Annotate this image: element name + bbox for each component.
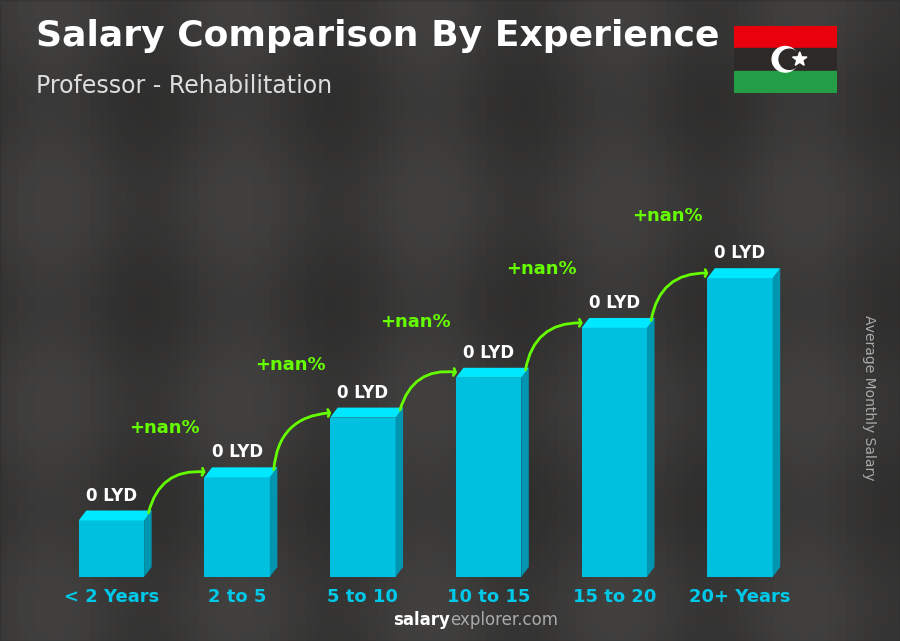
Bar (456, 378, 521, 577)
Bar (204, 478, 270, 577)
Text: 0 LYD: 0 LYD (589, 294, 640, 312)
Text: 0 LYD: 0 LYD (212, 444, 263, 462)
Bar (330, 417, 395, 577)
Wedge shape (772, 47, 798, 72)
Bar (707, 278, 773, 577)
Bar (78, 520, 144, 577)
Bar (734, 26, 837, 48)
Polygon shape (647, 318, 654, 577)
Text: Professor - Rehabilitation: Professor - Rehabilitation (36, 74, 332, 97)
Polygon shape (707, 268, 780, 278)
Text: +nan%: +nan% (129, 419, 200, 437)
Bar (734, 71, 837, 93)
Text: salary: salary (393, 612, 450, 629)
Text: +nan%: +nan% (506, 260, 577, 278)
Polygon shape (521, 368, 529, 577)
Polygon shape (456, 368, 529, 378)
Text: 0 LYD: 0 LYD (338, 383, 389, 402)
Polygon shape (395, 408, 403, 577)
Text: +nan%: +nan% (255, 356, 325, 374)
Text: +nan%: +nan% (632, 207, 702, 225)
Bar (581, 328, 647, 577)
Text: +nan%: +nan% (381, 313, 451, 331)
Polygon shape (330, 408, 403, 417)
Text: 0 LYD: 0 LYD (463, 344, 514, 362)
Polygon shape (581, 318, 654, 328)
Bar (734, 48, 837, 71)
Text: Average Monthly Salary: Average Monthly Salary (861, 315, 876, 480)
Polygon shape (270, 467, 277, 577)
Text: 0 LYD: 0 LYD (715, 244, 766, 262)
Polygon shape (793, 52, 807, 65)
Text: 0 LYD: 0 LYD (86, 487, 137, 504)
Polygon shape (78, 510, 152, 520)
Text: Salary Comparison By Experience: Salary Comparison By Experience (36, 19, 719, 53)
Polygon shape (773, 268, 780, 577)
Wedge shape (779, 49, 800, 69)
Polygon shape (144, 510, 152, 577)
Text: explorer.com: explorer.com (450, 612, 558, 629)
Polygon shape (204, 467, 277, 478)
